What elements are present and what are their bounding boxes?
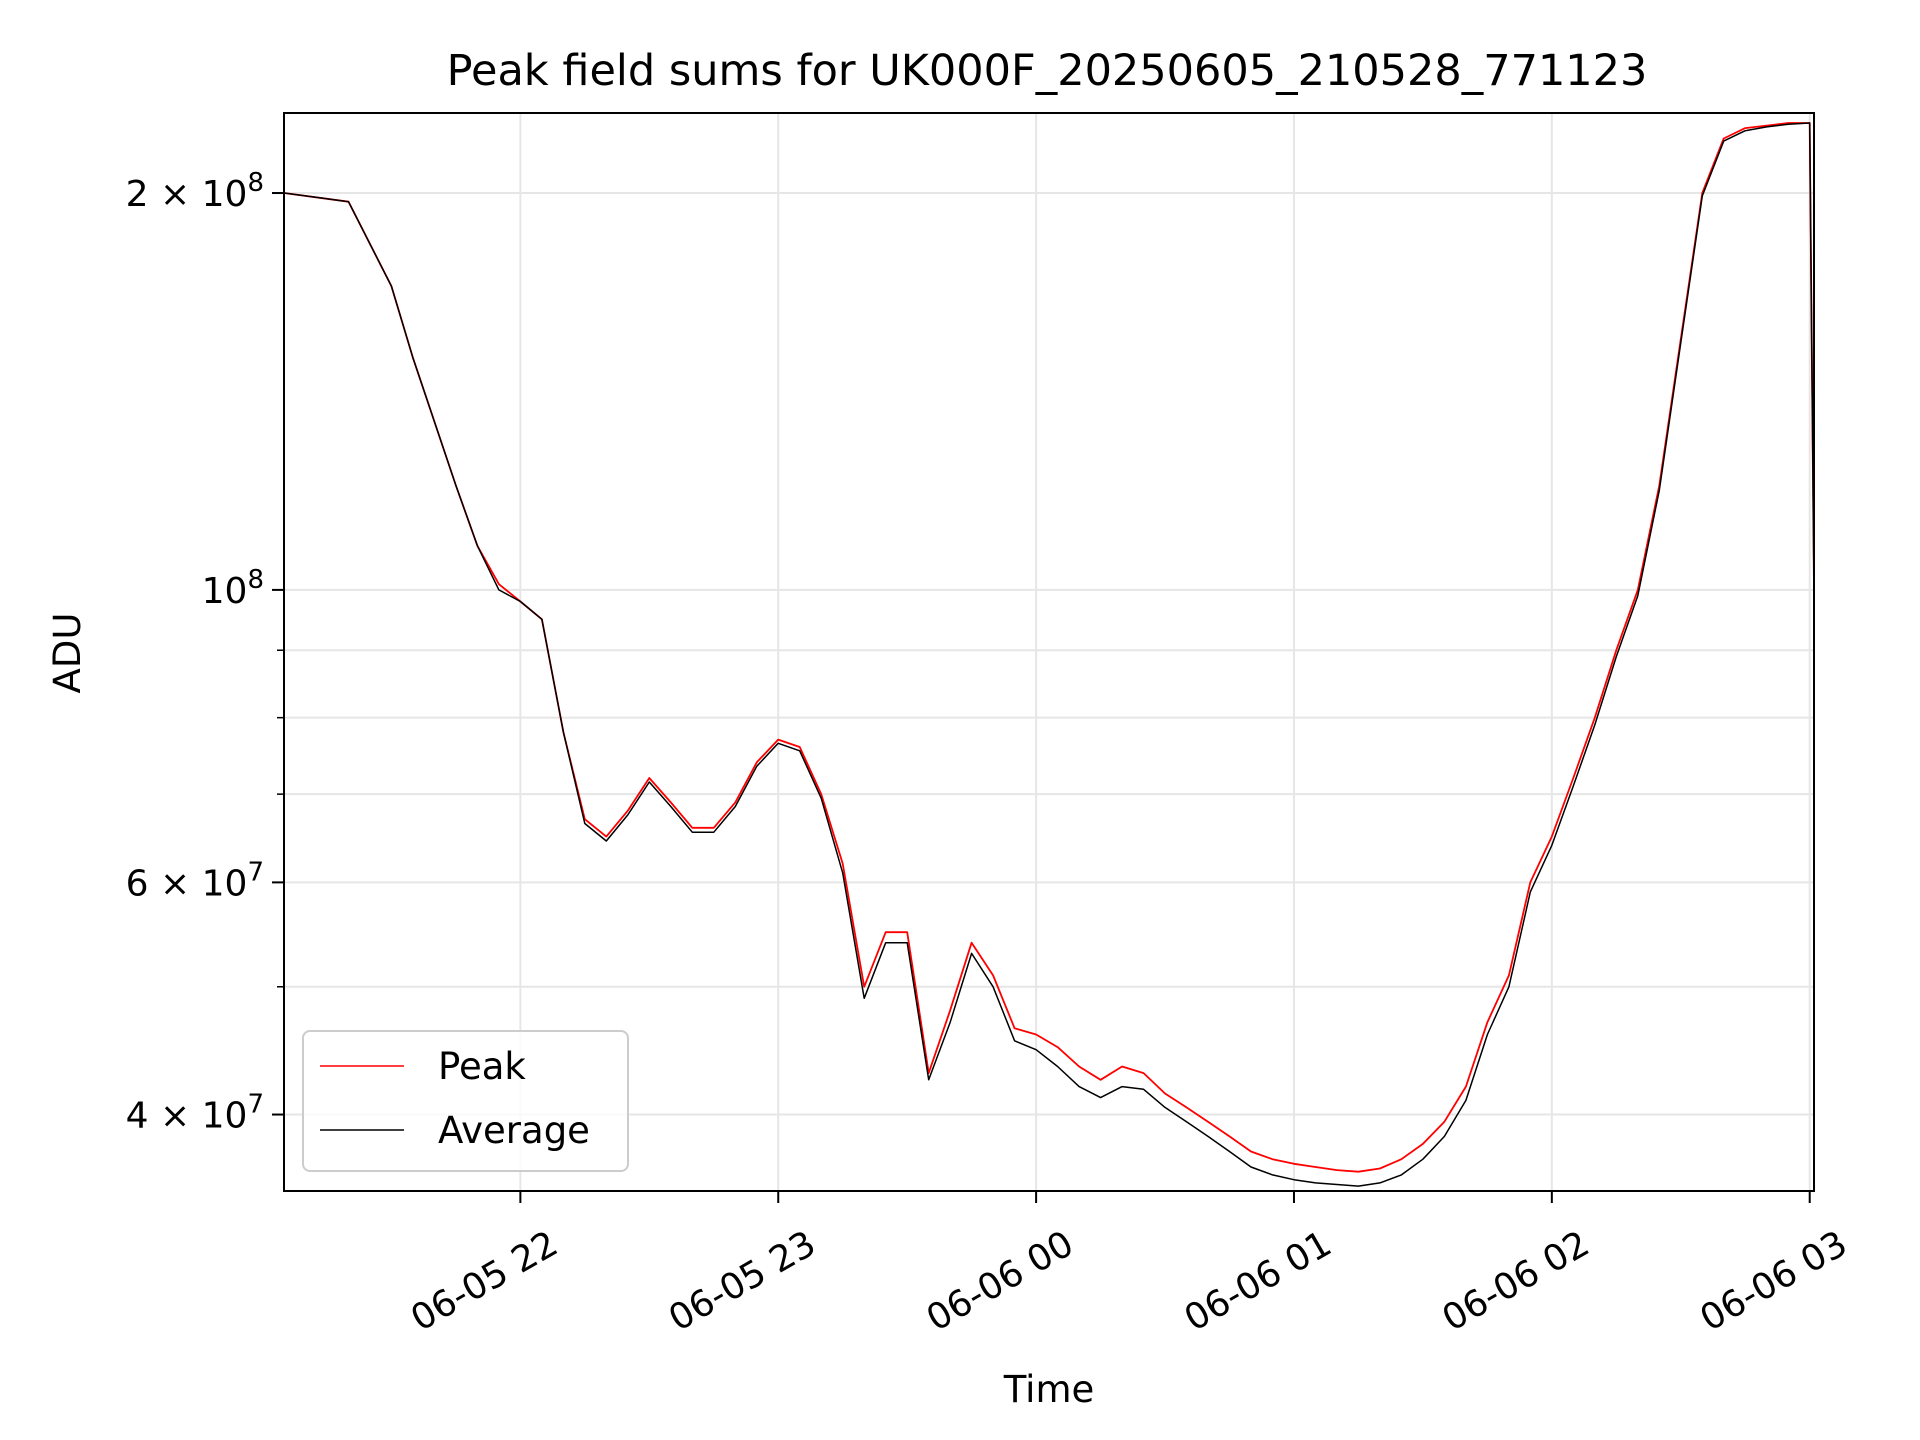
series-layer [284,122,1814,1187]
y-tick-exponent: 7 [247,1090,264,1120]
y-tick-label: 4 × 107 [126,1090,264,1137]
y-tick-mantissa: 2 [126,174,149,215]
y-tick-label: 2 × 108 [126,168,264,215]
series-line-average [284,122,1814,1187]
legend: Peak Average [302,1030,629,1172]
series-line-peak [284,122,1814,1173]
legend-label-peak: Peak [438,1045,526,1088]
y-tick-exponent: 8 [247,168,264,198]
plot-area-frame [283,112,1815,1192]
y-tick-exponent: 7 [247,857,264,887]
grid [284,113,1814,1191]
y-tick-exponent: 8 [247,565,264,595]
chart-title: Peak field sums for UK000F_20250605_2105… [447,46,1648,96]
y-tick-mantissa: 4 [126,1096,149,1137]
y-tick-mantissa: 6 [126,863,149,904]
legend-label-average: Average [438,1109,590,1152]
y-tick-label: 6 × 107 [126,857,264,904]
x-axis-label: Time [1003,1368,1095,1411]
y-axis-label: ADU [46,613,89,694]
